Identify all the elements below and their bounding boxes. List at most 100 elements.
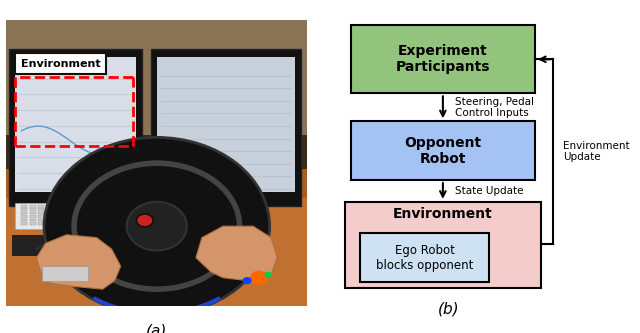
Bar [22, 212, 28, 214]
Bar [78, 219, 84, 221]
Bar [46, 219, 52, 221]
Bar [54, 219, 60, 221]
Bar [38, 222, 44, 225]
Ellipse shape [250, 270, 268, 285]
Text: Steering, Pedal
Control Inputs: Steering, Pedal Control Inputs [455, 97, 534, 118]
Bar [151, 49, 301, 206]
Ellipse shape [44, 138, 269, 315]
Text: Opponent
Robot: Opponent Robot [404, 136, 481, 166]
Ellipse shape [127, 202, 187, 250]
Bar [86, 205, 92, 207]
Bar [70, 219, 76, 221]
Bar [54, 215, 60, 218]
Text: Experiment
Participants: Experiment Participants [396, 44, 490, 74]
Bar [70, 215, 76, 218]
Bar [29, 205, 36, 207]
Text: (b): (b) [438, 301, 460, 316]
Ellipse shape [264, 272, 272, 278]
Bar [111, 219, 116, 221]
Bar [38, 212, 44, 214]
Bar [102, 205, 109, 207]
Bar [12, 235, 54, 255]
Bar [22, 215, 28, 218]
Bar [62, 208, 68, 211]
Bar [102, 222, 109, 225]
Bar [70, 205, 76, 207]
Bar [38, 208, 44, 211]
Bar [70, 208, 76, 211]
Bar [360, 233, 489, 282]
Text: Environment: Environment [393, 207, 493, 221]
Polygon shape [196, 226, 277, 281]
Bar [54, 208, 60, 211]
Bar [6, 20, 307, 135]
Polygon shape [211, 200, 229, 212]
Bar [38, 205, 44, 207]
Polygon shape [6, 169, 307, 197]
Text: Environment
Update: Environment Update [563, 141, 629, 162]
Bar [38, 215, 44, 218]
Text: Environment: Environment [20, 59, 100, 69]
Text: (a): (a) [146, 324, 168, 333]
Bar [78, 205, 84, 207]
Text: State Update: State Update [455, 186, 524, 196]
Bar [102, 208, 109, 211]
Bar [86, 212, 92, 214]
Bar [111, 208, 116, 211]
Bar [344, 202, 541, 288]
Bar [54, 205, 60, 207]
Bar [29, 219, 36, 221]
Bar [70, 212, 76, 214]
Bar [351, 121, 535, 180]
Bar [10, 49, 142, 206]
Bar [29, 215, 36, 218]
Bar [111, 205, 116, 207]
Bar [15, 53, 106, 74]
Bar [22, 219, 28, 221]
Bar [95, 222, 100, 225]
Bar [42, 266, 88, 281]
Polygon shape [6, 186, 307, 306]
Polygon shape [36, 235, 121, 289]
Bar [78, 222, 84, 225]
Ellipse shape [243, 277, 252, 284]
Bar [78, 215, 84, 218]
Bar [102, 215, 109, 218]
Bar [62, 215, 68, 218]
Bar [46, 222, 52, 225]
Bar [86, 219, 92, 221]
Bar [78, 208, 84, 211]
Bar [46, 215, 52, 218]
Bar [22, 222, 28, 225]
Bar [54, 212, 60, 214]
Bar [95, 212, 100, 214]
Bar [54, 222, 60, 225]
Bar [95, 219, 100, 221]
Bar [46, 212, 52, 214]
Bar [15, 57, 136, 192]
Bar [102, 212, 109, 214]
Bar [111, 212, 116, 214]
Bar [46, 208, 52, 211]
Bar [86, 215, 92, 218]
Bar [15, 203, 130, 229]
Bar [22, 205, 28, 207]
Bar [62, 205, 68, 207]
Bar [62, 219, 68, 221]
Bar [29, 208, 36, 211]
Bar [86, 222, 92, 225]
Bar [38, 219, 44, 221]
Bar [70, 222, 76, 225]
Bar [29, 222, 36, 225]
Bar [95, 208, 100, 211]
Bar [78, 212, 84, 214]
Bar [111, 215, 116, 218]
Ellipse shape [136, 214, 153, 227]
Bar [62, 212, 68, 214]
Bar [95, 205, 100, 207]
Bar [29, 212, 36, 214]
Bar [46, 205, 52, 207]
Bar [22, 208, 28, 211]
Text: Ego Robot
blocks opponent: Ego Robot blocks opponent [376, 243, 473, 271]
Bar [157, 57, 295, 192]
